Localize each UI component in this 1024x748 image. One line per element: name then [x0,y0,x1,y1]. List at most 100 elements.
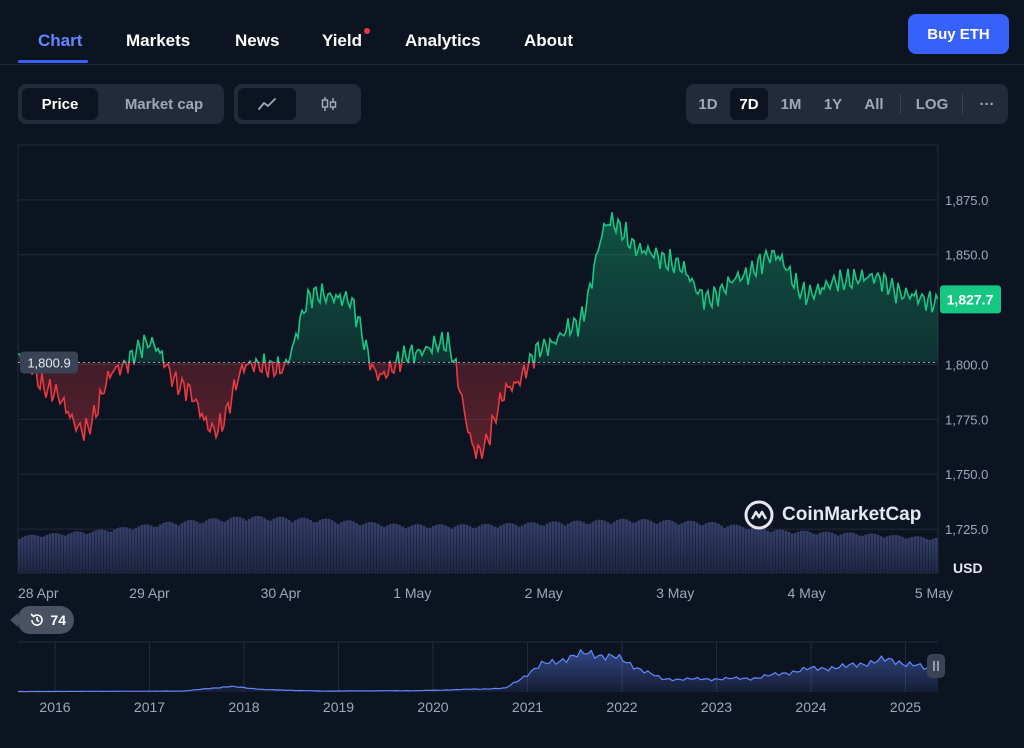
notification-dot [364,28,370,34]
history-navigator[interactable]: 2016 2017 2018 2019 2020 2021 2022 2023 2024 2025 [0,636,1024,748]
navigator-year-label: 2022 [606,699,637,715]
volume-bar [382,526,386,573]
volume-bar [474,527,478,573]
y-tick-label: 1,775.0 [945,412,988,427]
volume-bar [496,527,500,573]
volume-bar [18,539,21,573]
volume-bar [487,524,490,573]
market-cap-toggle[interactable]: Market cap [124,95,204,113]
navigator-handle[interactable] [927,654,945,678]
nav-about[interactable]: About [524,31,574,50]
range-all[interactable]: All [864,95,884,113]
volume-bar [54,533,58,573]
volume-bar [447,526,450,573]
volume-bar [582,522,585,573]
volume-bar [229,517,233,573]
price-toggle[interactable]: Price [22,88,98,120]
volume-bar [836,535,840,573]
volume-bar [784,530,788,573]
volume-bar [116,528,119,573]
price-area-up [18,212,938,363]
volume-bar [870,533,874,573]
volume-bar [73,531,76,573]
volume-bar [269,520,273,573]
range-7d[interactable]: 7D [730,88,768,120]
more-options-button[interactable]: ··· [979,95,995,113]
volume-bar [815,534,818,573]
volume-bar [505,523,509,573]
nav-markets[interactable]: Markets [126,31,191,50]
volume-bar [680,523,684,573]
volume-bar [781,529,785,573]
volume-bar [901,536,904,573]
log-scale-toggle[interactable]: LOG [915,95,949,113]
price-line-down [20,362,536,459]
navigator-year-label: 2025 [890,699,921,715]
watermark: CoinMarketCap [744,499,921,531]
volume-bar [658,521,662,573]
volume-bar [321,518,325,573]
nav-yield[interactable]: Yield [322,28,370,51]
volume-bar [668,520,671,573]
volume-bar [674,522,677,573]
volume-bar [214,518,217,573]
nav-chart[interactable]: Chart [38,31,83,50]
y-tick-label: 1,850.0 [945,248,988,263]
volume-bar [760,527,763,573]
navigator-year-label: 2016 [39,699,70,715]
volume-bar [655,523,659,573]
volume-bar [330,520,334,573]
navigator-year-label: 2023 [701,699,732,715]
nav-news[interactable]: News [235,31,280,50]
volume-bar [858,535,861,573]
chart-type-toggle [234,84,361,124]
volume-bar [533,522,536,573]
range-1d[interactable]: 1D [698,95,718,113]
volume-bar [827,531,831,573]
volume-bar [64,535,67,573]
volume-bar [389,524,392,573]
line-chart-icon [258,98,276,110]
volume-bar [290,522,294,573]
volume-bar [652,522,656,573]
line-chart-button[interactable] [238,88,296,120]
volume-bar [502,524,506,573]
volume-bar [294,520,297,573]
range-1m[interactable]: 1M [780,95,802,113]
range-1y[interactable]: 1Y [823,95,843,113]
volume-bar [134,528,138,573]
volume-bar [717,523,720,573]
volume-bar [634,522,638,573]
volume-bar [159,524,162,573]
volume-bar [557,522,561,573]
range-divider [900,94,901,114]
last-price-label: 1,827.7 [947,291,994,307]
volume-bar [803,530,806,573]
candlestick-button[interactable] [300,88,358,120]
volume-bar [462,524,466,573]
volume-bar [186,520,190,573]
volume-bar [698,524,702,573]
buy-eth-button[interactable]: Buy ETH [908,14,1009,54]
volume-bar [183,521,187,573]
volume-bar [741,527,745,573]
range-selector: 1D 7D 1M 1Y All LOG ··· [686,84,1008,124]
volume-bar [931,538,935,573]
volume-bar [435,524,438,573]
volume-bar [278,516,282,573]
volume-bar [220,521,224,573]
volume-bar [922,537,926,573]
volume-bar [542,525,546,573]
volume-bar [217,519,220,573]
volume-bar [404,528,408,573]
price-chart[interactable]: 1,875.0 1,850.0 1,800.0 1,775.0 1,750.0 1,725… [0,140,1024,610]
candlestick-icon [321,97,337,111]
y-tick-label: 1,875.0 [945,193,988,208]
nav-analytics[interactable]: Analytics [405,31,481,50]
volume-bar [514,525,518,573]
volume-bar [806,531,809,573]
volume-bar [202,522,205,573]
x-tick-label: 28 Apr [18,585,59,601]
volume-bar [800,530,803,573]
volume-bar [257,515,260,573]
